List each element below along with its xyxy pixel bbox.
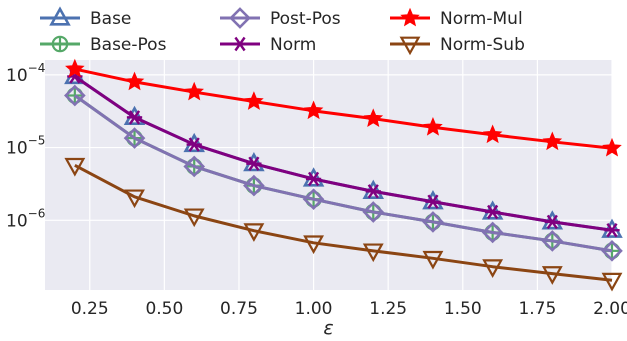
x-tick-label: 1.50 — [444, 299, 482, 319]
data-point — [51, 35, 69, 53]
x-tick-label: 0.75 — [220, 299, 258, 319]
legend-item-norm-sub: Norm-Sub — [390, 35, 525, 56]
series-line — [73, 94, 613, 253]
x-tick-label: 1.00 — [295, 299, 333, 319]
y-tick-label: 10−4 — [6, 61, 45, 86]
series-norm-mul — [65, 58, 622, 157]
data-point — [124, 189, 145, 209]
data-point — [363, 108, 384, 127]
legend-label: Norm — [270, 35, 316, 55]
legend-item-post-pos: Post-Pos — [220, 7, 341, 29]
legend: Base Base-Pos Post-Pos Norm Norm-Mul Norm-Sub — [40, 6, 525, 56]
x-tick-label: 1.25 — [369, 299, 407, 319]
data-point — [243, 174, 265, 197]
data-point — [302, 188, 325, 211]
y-tick-label: 10−6 — [6, 206, 45, 231]
data-point — [400, 7, 420, 27]
y-tick-labels: 10−4 10−5 10−6 — [6, 61, 45, 231]
series-layer — [64, 58, 623, 292]
legend-label: Norm-Sub — [440, 35, 525, 55]
data-point — [64, 84, 86, 107]
legend-label: Base-Pos — [90, 35, 167, 55]
x-tick-label: 0.50 — [145, 299, 183, 319]
data-point — [183, 208, 205, 228]
data-point — [229, 7, 251, 29]
data-point — [186, 137, 202, 152]
series-line — [74, 67, 613, 150]
series-post-pos — [64, 84, 623, 262]
data-point — [123, 127, 146, 149]
data-point — [542, 131, 563, 151]
data-point — [541, 266, 563, 285]
data-point — [425, 194, 441, 209]
data-point — [124, 71, 145, 91]
data-point — [362, 243, 384, 263]
data-point — [184, 81, 205, 101]
data-point — [303, 235, 325, 255]
data-point — [422, 211, 444, 233]
data-point — [482, 124, 503, 144]
data-point — [482, 259, 504, 278]
data-point — [305, 171, 322, 187]
data-point — [541, 230, 564, 252]
data-point — [481, 221, 504, 244]
data-point — [303, 100, 324, 120]
data-point — [544, 214, 560, 230]
legend-label: Post-Pos — [270, 9, 341, 29]
data-point — [244, 91, 264, 110]
data-point — [126, 110, 143, 125]
series-norm-sub — [64, 157, 623, 292]
data-point — [49, 6, 71, 26]
legend-label: Base — [90, 9, 131, 29]
data-point — [365, 184, 381, 199]
data-point — [601, 272, 623, 292]
legend-item-base-pos: Base-Pos — [40, 35, 167, 55]
data-point — [232, 36, 248, 52]
data-point — [601, 240, 623, 262]
legend-item-norm-mul: Norm-Mul — [390, 7, 523, 29]
series-line — [74, 163, 613, 282]
data-point — [423, 116, 443, 136]
data-point — [604, 223, 620, 238]
legend-item-base: Base — [40, 6, 131, 29]
x-tick-label: 1.75 — [518, 299, 556, 319]
data-point — [484, 204, 501, 220]
data-point — [602, 137, 622, 157]
data-point — [183, 155, 206, 178]
data-point — [246, 156, 262, 171]
y-tick-label: 10−5 — [6, 134, 45, 159]
legend-label: Norm-Mul — [440, 9, 523, 29]
data-point — [243, 223, 265, 242]
data-point — [399, 36, 421, 56]
series-line — [73, 75, 613, 232]
data-point — [422, 250, 444, 270]
x-axis-label: ε — [323, 317, 333, 339]
x-tick-labels: 0.25 0.50 0.75 1.00 1.25 1.50 1.75 2.00 — [71, 299, 627, 319]
series-norm — [67, 69, 620, 238]
x-tick-label: 0.25 — [71, 299, 109, 319]
data-point — [65, 58, 85, 78]
data-point — [362, 201, 385, 223]
data-point — [64, 157, 86, 177]
plot-area — [45, 60, 612, 290]
legend-item-norm: Norm — [220, 35, 316, 55]
x-tick-label: 2.00 — [593, 299, 627, 319]
